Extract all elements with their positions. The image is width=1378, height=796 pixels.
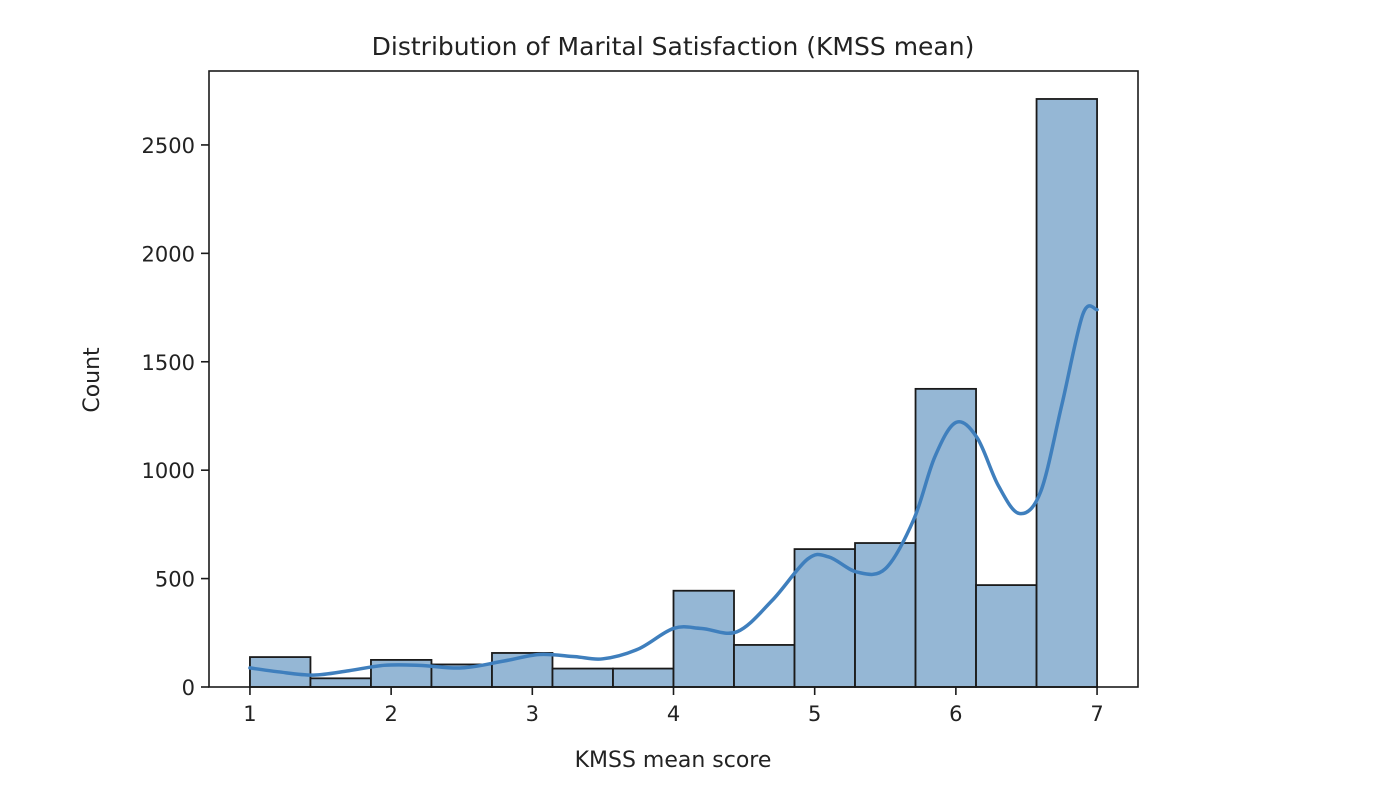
histogram-bar bbox=[733, 644, 796, 688]
y-tick-label: 2000 bbox=[142, 242, 195, 266]
histogram-bar bbox=[309, 677, 372, 688]
histogram-bar bbox=[612, 667, 675, 688]
y-tick-label: 1500 bbox=[142, 351, 195, 375]
x-tick-label: 3 bbox=[526, 702, 539, 726]
x-tick-label: 2 bbox=[384, 702, 397, 726]
histogram-bar bbox=[1035, 98, 1098, 688]
x-tick-label: 1 bbox=[243, 702, 256, 726]
histogram-bar bbox=[793, 548, 856, 688]
y-tick-label: 2500 bbox=[142, 134, 195, 158]
x-axis-label: KMSS mean score bbox=[575, 748, 772, 773]
y-tick-label: 1000 bbox=[142, 459, 195, 483]
chart-title: Distribution of Marital Satisfaction (KM… bbox=[372, 32, 975, 61]
y-axis-label: Count bbox=[80, 347, 105, 413]
histogram-bar bbox=[672, 589, 735, 688]
histogram-bar bbox=[854, 542, 917, 688]
histogram-bar bbox=[975, 584, 1038, 688]
kde-curve bbox=[248, 304, 1099, 677]
x-tick-label: 5 bbox=[808, 702, 821, 726]
x-tick-label: 7 bbox=[1090, 702, 1103, 726]
y-tick-label: 500 bbox=[155, 568, 195, 592]
x-tick-label: 6 bbox=[949, 702, 962, 726]
y-tick-label: 0 bbox=[182, 676, 195, 700]
histogram-bar bbox=[551, 667, 614, 688]
x-tick-label: 4 bbox=[667, 702, 680, 726]
